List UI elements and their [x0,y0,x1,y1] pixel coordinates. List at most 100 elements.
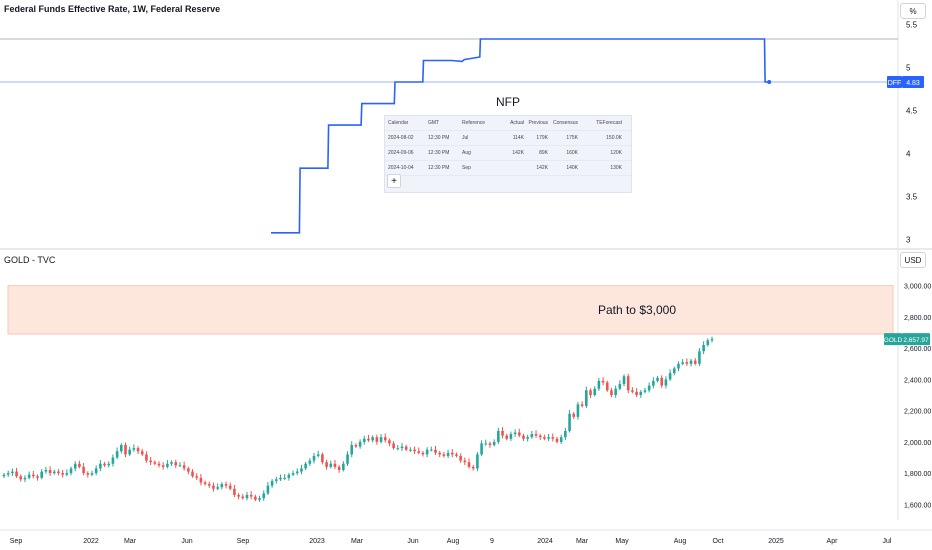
candle-body [107,463,111,466]
candle-body [140,451,144,455]
add-event-button[interactable]: + [387,174,401,188]
nfp-cell: 12:30 PM [428,135,450,141]
gold-axis-tick-label: 2,200.00 [904,409,931,416]
candle-body [120,445,123,452]
gold-axis-tick-label: 2,600.00 [904,346,931,353]
candle-body [174,462,178,466]
nfp-cell: 179K [536,135,548,141]
candle-body [78,463,81,467]
candle-body [128,449,131,455]
candle-body [350,445,354,455]
candle-body [233,488,236,495]
candle-body [476,454,479,469]
nfp-cell: Aug [462,150,471,156]
candle-body [254,496,257,500]
nfp-row: 2024-09-06 12:30 PM Aug 142K 89K 160K 12… [385,146,631,161]
gold-axis-tick-label: 2,000.00 [904,440,931,447]
candle-body [421,452,425,455]
candle-body [48,470,52,474]
candle-body [601,380,605,383]
dff-plot[interactable] [0,38,898,234]
candle-body [362,438,366,442]
dff-axis-tick-label: 5 [906,63,911,72]
candle-body [459,455,462,461]
candle-body [664,379,668,386]
candle-body [413,449,416,452]
candle-body [115,451,119,458]
time-axis[interactable]: Sep 2022 Mar Jun Sep 2023 Mar Jun Aug 9 2024 Mar May… [0,529,932,545]
candle-body [392,443,395,449]
candle-body [698,351,701,364]
gold-unit-button[interactable]: USD [900,252,926,268]
candle-body [224,484,228,486]
candle-body [111,457,115,464]
time-axis-tick-label: Jun [407,538,418,545]
gold-price-axis[interactable]: 3,000.00 2,800.00 2,600.00 2,400.00 2,200.00… [884,284,932,510]
candle-body [199,477,203,483]
candle-body [312,455,316,461]
candle-body [132,448,136,450]
candle-body [501,430,504,436]
candle-body [300,468,303,472]
nfp-header-row: Calendar GMT Reference Actual Previous C… [385,116,631,131]
candle-body [103,463,106,466]
candle-body [677,363,680,369]
candle-body [547,437,550,439]
candle-body [379,437,383,442]
time-axis-tick-label: 2023 [309,538,325,545]
nfp-cell: 140K [566,165,578,171]
candle-body [522,435,525,439]
nfp-cell: 150.0K [606,135,622,141]
candle-body [555,438,559,442]
candle-body [375,437,379,442]
nfp-table: Calendar GMT Reference Actual Previous C… [384,115,632,193]
candle-body [534,434,538,436]
candle-body [635,391,638,395]
candle-body [484,443,488,445]
nfp-col-gmt: GMT [428,120,440,126]
nfp-table-title: NFP [496,95,520,109]
gold-last-value-label: 2,657.97 [903,337,929,344]
candle-body [505,435,509,439]
dff-last-value-label: 4.83 [906,80,920,87]
candle-body [400,446,404,449]
candle-body [463,460,467,463]
candle-body [702,345,705,352]
candle-body [249,495,253,497]
candle-body [342,463,345,470]
candle-body [36,476,39,478]
candle-body [354,445,358,447]
candle-body [245,495,249,499]
candle-body [622,376,626,385]
candle-body [668,373,672,380]
dff-price-axis[interactable]: 5.5 5 4.5 4 3.5 3 DFF 4.83 [887,20,924,245]
nfp-cell: 114K [512,135,524,141]
gold-plot[interactable] [2,336,714,502]
dff-axis-tick-label: 4.5 [906,106,918,115]
nfp-row: 2024-10-04 12:30 PM Sep 142K 140K 130K [385,161,631,176]
dff-last-value-badge [902,76,924,89]
time-axis-tick-label: 2022 [83,538,99,545]
candle-body [425,449,429,455]
candle-body [572,413,576,417]
candle-body [681,362,684,364]
time-axis-tick-label: 9 [490,538,494,545]
candle-body [597,380,601,389]
candle-body [258,498,261,500]
candle-body [333,463,337,467]
candle-body [450,452,454,455]
gold-axis-tick-label: 1,800.00 [904,471,931,478]
time-axis-tick-label: Mar [351,538,364,545]
gold-axis-tick-label: 1,600.00 [904,502,931,509]
time-axis-tick-label: Jun [181,538,192,545]
nfp-cell: 130K [610,165,622,171]
dff-unit-button[interactable]: % [900,3,926,19]
candle-body [23,477,27,480]
candle-body [86,473,90,475]
zone-label: Path to $3,000 [598,303,676,317]
candle-body [585,390,588,406]
candle-body [182,465,186,469]
candle-body [149,460,152,463]
dff-symbol-badge-label: DFF [888,80,902,87]
candle-body [434,449,437,453]
